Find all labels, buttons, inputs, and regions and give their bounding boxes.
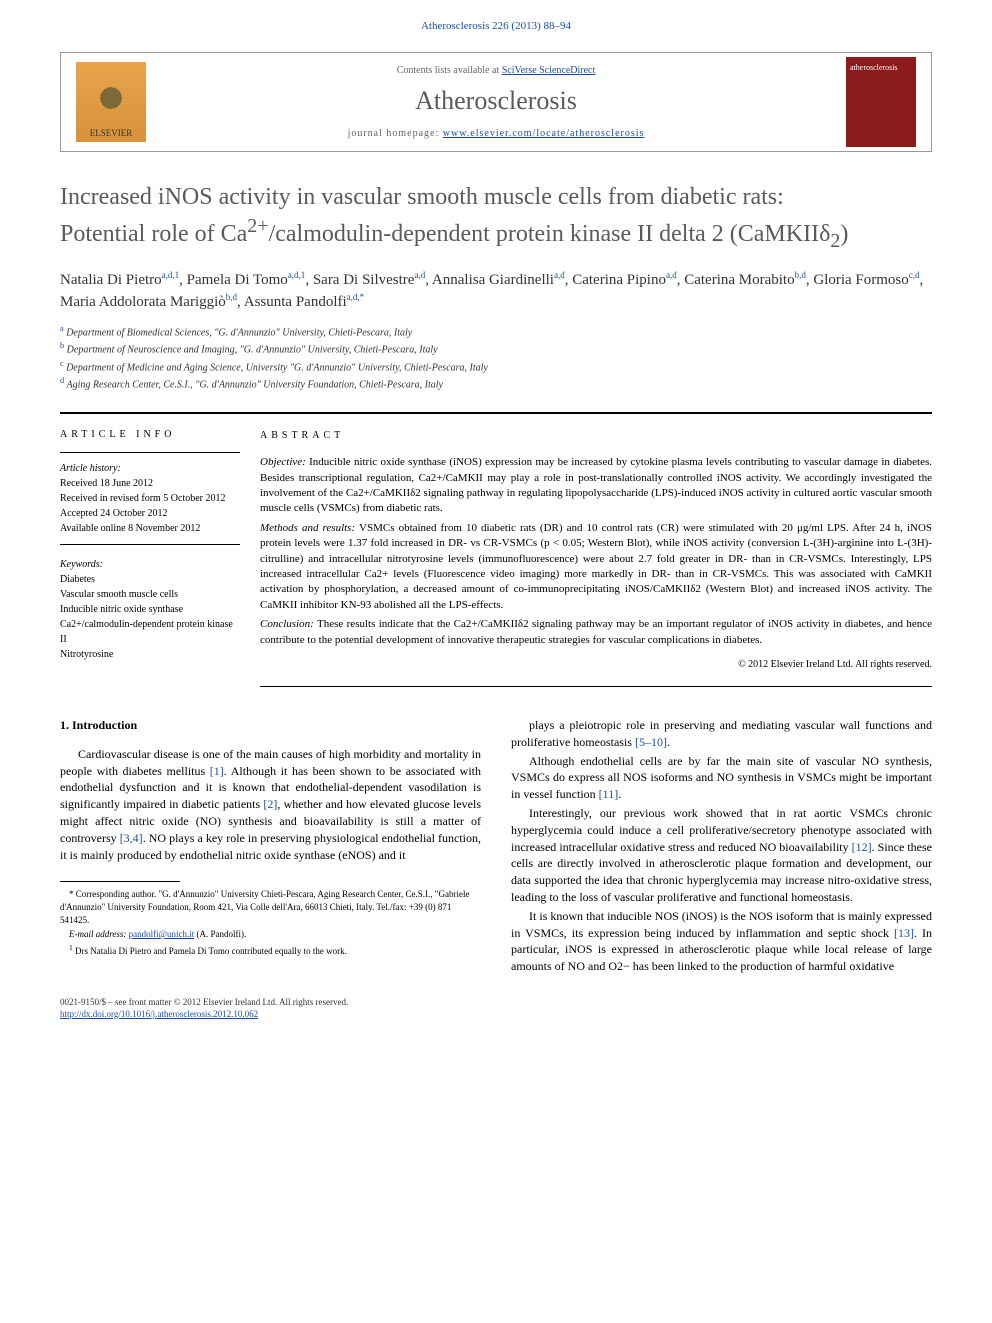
author: Pamela Di Tomoa,d,1 bbox=[187, 272, 306, 288]
footnote-rule bbox=[60, 881, 180, 882]
body-paragraph: Interestingly, our previous work showed … bbox=[511, 805, 932, 906]
journal-cover-thumb: atherosclerosis bbox=[846, 57, 916, 147]
article-title: Increased iNOS activity in vascular smoo… bbox=[60, 182, 932, 254]
abstract-conclusion: Conclusion: These results indicate that … bbox=[260, 617, 932, 648]
homepage-link[interactable]: www.elsevier.com/locate/atherosclerosis bbox=[443, 128, 645, 139]
history-revised: Received in revised form 5 October 2012 bbox=[60, 491, 240, 506]
keyword: Vascular smooth muscle cells bbox=[60, 587, 240, 602]
affiliation: d Aging Research Center, Ce.S.I., "G. d'… bbox=[60, 375, 932, 392]
cover-label: atherosclerosis bbox=[850, 63, 898, 72]
abstract-objective: Objective: Inducible nitric oxide syntha… bbox=[260, 455, 932, 517]
keyword: Ca2+/calmodulin-dependent protein kinase… bbox=[60, 617, 240, 647]
authors-list: Natalia Di Pietroa,d,1, Pamela Di Tomoa,… bbox=[60, 269, 932, 313]
abstract-copyright: © 2012 Elsevier Ireland Ltd. All rights … bbox=[260, 658, 932, 672]
body-left-column: 1. Introduction Cardiovascular disease i… bbox=[60, 717, 481, 977]
body-paragraph: plays a pleiotropic role in preserving a… bbox=[511, 717, 932, 751]
author: Gloria Formosoc,d bbox=[813, 272, 919, 288]
keyword: Inducible nitric oxide synthase bbox=[60, 602, 240, 617]
author: Maria Addolorata Mariggiòb,d bbox=[60, 294, 237, 310]
elsevier-tree-icon bbox=[91, 78, 131, 128]
affiliation: b Department of Neuroscience and Imaging… bbox=[60, 340, 932, 357]
abstract-heading: ABSTRACT bbox=[260, 429, 932, 443]
author: Natalia Di Pietroa,d,1 bbox=[60, 272, 179, 288]
abstract-column: ABSTRACT Objective: Inducible nitric oxi… bbox=[260, 413, 932, 687]
affiliations-list: a Department of Biomedical Sciences, "G.… bbox=[60, 323, 932, 392]
intro-heading: 1. Introduction bbox=[60, 717, 481, 734]
elsevier-label: ELSEVIER bbox=[90, 128, 133, 138]
history-online: Available online 8 November 2012 bbox=[60, 521, 240, 536]
author: Caterina Pipinoa,d bbox=[572, 272, 677, 288]
keyword: Diabetes bbox=[60, 572, 240, 587]
author: Assunta Pandolfia,d,* bbox=[244, 294, 364, 310]
author: Annalisa Giardinellia,d bbox=[432, 272, 565, 288]
elsevier-logo: ELSEVIER bbox=[76, 62, 146, 142]
email-link[interactable]: pandolfi@unich.it bbox=[129, 929, 195, 939]
affiliation: a Department of Biomedical Sciences, "G.… bbox=[60, 323, 932, 340]
footnotes: * Corresponding author. "G. d'Annunzio" … bbox=[60, 888, 481, 957]
equal-contribution-footnote: 1 Drs Natalia Di Pietro and Pamela Di To… bbox=[60, 943, 481, 958]
history-accepted: Accepted 24 October 2012 bbox=[60, 506, 240, 521]
abstract-methods: Methods and results: VSMCs obtained from… bbox=[260, 521, 932, 613]
email-footnote: E-mail address: pandolfi@unich.it (A. Pa… bbox=[60, 928, 481, 941]
body-right-column: plays a pleiotropic role in preserving a… bbox=[511, 717, 932, 977]
doi-link[interactable]: http://dx.doi.org/10.1016/j.atherosclero… bbox=[60, 1009, 258, 1019]
body-text: 1. Introduction Cardiovascular disease i… bbox=[60, 717, 932, 977]
history-received: Received 18 June 2012 bbox=[60, 476, 240, 491]
affiliation: c Department of Medicine and Aging Scien… bbox=[60, 358, 932, 375]
keyword: Nitrotyrosine bbox=[60, 647, 240, 662]
contents-line: Contents lists available at SciVerse Sci… bbox=[397, 65, 596, 76]
running-header: Atherosclerosis 226 (2013) 88–94 bbox=[0, 0, 992, 42]
body-paragraph: It is known that inducible NOS (iNOS) is… bbox=[511, 908, 932, 975]
sciencedirect-link[interactable]: SciVerse ScienceDirect bbox=[502, 65, 596, 76]
journal-name: Atherosclerosis bbox=[415, 86, 577, 116]
article-info-column: ARTICLE INFO Article history: Received 1… bbox=[60, 413, 260, 687]
body-paragraph: Cardiovascular disease is one of the mai… bbox=[60, 746, 481, 864]
abstract-rule bbox=[260, 686, 932, 687]
article-history: Article history: Received 18 June 2012 R… bbox=[60, 452, 240, 545]
keywords-block: Keywords: DiabetesVascular smooth muscle… bbox=[60, 557, 240, 662]
author: Caterina Morabitob,d bbox=[684, 272, 806, 288]
page-footer: 0021-9150/$ – see front matter © 2012 El… bbox=[60, 997, 932, 1020]
body-paragraph: Although endothelial cells are by far th… bbox=[511, 753, 932, 803]
info-abstract-row: ARTICLE INFO Article history: Received 1… bbox=[60, 412, 932, 687]
author: Sara Di Silvestrea,d bbox=[313, 272, 425, 288]
corresponding-footnote: * Corresponding author. "G. d'Annunzio" … bbox=[60, 888, 481, 926]
article-info-heading: ARTICLE INFO bbox=[60, 429, 240, 440]
journal-banner: ELSEVIER atherosclerosis Contents lists … bbox=[60, 52, 932, 152]
footer-issn: 0021-9150/$ – see front matter © 2012 El… bbox=[60, 997, 932, 1009]
citation-text: Atherosclerosis 226 (2013) 88–94 bbox=[421, 20, 571, 32]
journal-homepage: journal homepage: www.elsevier.com/locat… bbox=[348, 128, 645, 139]
